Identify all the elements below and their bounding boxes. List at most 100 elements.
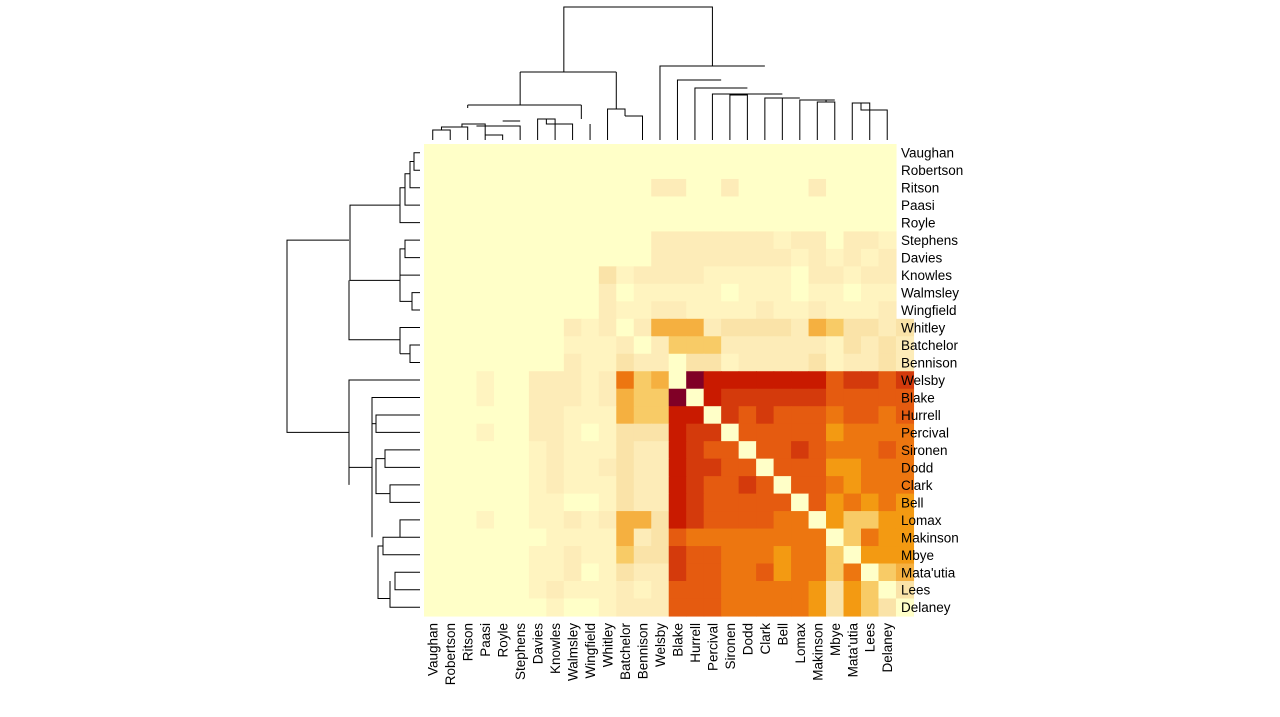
heatmap-cell [791,581,810,600]
heatmap-cell [493,196,512,215]
heatmap-cell [616,266,635,285]
heatmap-cell [861,178,880,198]
heatmap-cell [703,371,722,390]
heatmap-cell [686,581,705,600]
heatmap-cell [563,598,582,617]
heatmap-cell [721,301,740,320]
heatmap-cell [738,563,757,582]
heatmap-cell [651,546,670,565]
row-label: Davies [901,251,943,266]
heatmap-cell [808,231,827,250]
heatmap-cell [493,476,512,495]
heatmap-cell [476,178,495,198]
heatmap-cell [581,301,600,320]
heatmap-cell [581,476,600,495]
column-label: Batchelor [618,622,633,680]
heatmap-cell [773,528,792,547]
heatmap-cell [756,511,775,530]
heatmap-cell [424,144,443,163]
heatmap-cell [895,336,915,355]
heatmap-cell [738,231,757,250]
heatmap-cell [616,144,635,163]
heatmap-cell [756,563,775,582]
heatmap-cell [686,178,705,198]
heatmap-cell [721,283,740,302]
heatmap-cell [668,598,687,617]
heatmap-cell [721,511,740,530]
heatmap-cell [424,371,443,390]
heatmap-cell [668,511,687,530]
heatmap-cell [458,493,478,512]
heatmap-cell [633,336,652,355]
heatmap-cell [633,546,652,565]
heatmap-cell [826,144,845,163]
heatmap-cell [878,406,897,425]
heatmap-cell [616,283,635,302]
heatmap-cell [563,144,582,163]
heatmap-cell [721,161,740,180]
row-dendrogram [286,152,420,608]
dendrogram-link [348,280,400,341]
heatmap-cell [458,441,478,460]
heatmap-cell [861,283,880,302]
heatmap-cell [756,598,775,617]
heatmap-cell [546,248,565,267]
heatmap-cell [791,528,810,547]
heatmap-cell [668,178,687,198]
dendrogram-link [411,292,420,311]
heatmap-cell [668,301,687,320]
heatmap-cell [616,318,635,337]
heatmap-cell [528,511,547,530]
heatmap-cell [861,318,880,337]
dendrogram-link [860,103,888,140]
heatmap-cell [511,388,530,407]
heatmap-cell [493,144,512,163]
heatmap-cell [878,563,897,582]
heatmap-cell [581,581,600,600]
heatmap-cell [651,353,670,372]
heatmap-cell [878,231,897,250]
heatmap-cell [633,458,652,477]
heatmap-cell [668,458,687,477]
heatmap-cell [686,301,705,320]
heatmap-cell [703,248,722,267]
heatmap-cell [878,266,897,285]
heatmap-cell [493,511,512,530]
heatmap-cell [563,161,582,180]
column-label: Makinson [810,623,825,681]
row-label: Sironen [901,443,948,458]
heatmap-cell [511,213,530,232]
dendrogram-link [440,126,469,140]
heatmap-cell [843,283,862,302]
heatmap-cell [808,213,827,232]
heatmap-cell [441,423,460,442]
heatmap-cell [791,178,810,198]
heatmap-cell [424,213,443,232]
heatmap-cell [808,423,827,442]
heatmap-cell [668,144,687,163]
heatmap-cell [424,493,443,512]
heatmap-cell [633,283,652,302]
column-label: Delaney [880,623,895,673]
dendrogram-link [729,94,748,140]
heatmap-cell [721,144,740,163]
heatmap-cell [581,161,600,180]
heatmap-cell [563,371,582,390]
heatmap-cell [843,423,862,442]
row-label: Bennison [901,356,957,371]
heatmap-cell [598,196,617,215]
row-label: Blake [901,390,935,405]
heatmap-cell [843,476,862,495]
heatmap-cell [546,178,565,198]
heatmap-cell [861,511,880,530]
heatmap-cell [616,546,635,565]
row-label: Hurrell [901,408,941,423]
heatmap-cell [458,388,478,407]
column-label: Lees [863,623,878,653]
heatmap-cell [738,581,757,600]
heatmap-cell [861,301,880,320]
heatmap-cell [476,441,495,460]
heatmap-cell [458,423,478,442]
heatmap-cell [756,213,775,232]
heatmap-cell [756,476,775,495]
